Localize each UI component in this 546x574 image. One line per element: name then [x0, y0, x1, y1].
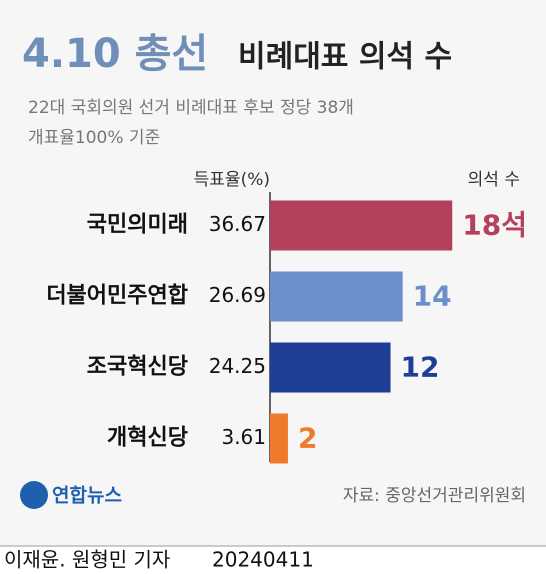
logo-text: 연합뉴스 — [52, 485, 122, 507]
value-label: 26.69 — [209, 283, 266, 307]
date: 20240411 — [212, 548, 314, 572]
subtitle: 개표율100% 기준 — [28, 128, 160, 148]
category-label: 더불어민주연합 — [46, 283, 188, 309]
value-label: 24.25 — [209, 354, 266, 378]
seat-label: 12 — [401, 351, 440, 384]
category-label: 국민의미래 — [87, 213, 188, 238]
seat-label: 18석 — [462, 209, 527, 242]
source: 자료: 중앙선거관리위원회 — [343, 486, 526, 506]
bar — [270, 200, 453, 251]
logo-icon — [20, 481, 48, 509]
column-header: 득표율(%) — [194, 170, 270, 190]
chart-title-rest: 비례대표 의석 수 — [238, 40, 452, 75]
byline: 이재윤. 원형민 기자 — [4, 548, 170, 572]
bar — [270, 271, 403, 322]
category-label: 조국혁신당 — [87, 354, 188, 380]
subtitle: 22대 국회의원 선거 비례대표 후보 정당 38개 — [28, 98, 354, 118]
chart-title: 4.10 총선 — [22, 31, 208, 77]
value-label: 36.67 — [209, 212, 266, 236]
column-header: 의석 수 — [468, 170, 520, 190]
value-label: 3.61 — [221, 425, 266, 449]
logo: 연합뉴스 — [20, 481, 122, 509]
category-label: 개혁신당 — [107, 425, 188, 451]
seat-label: 2 — [298, 422, 317, 455]
bar — [270, 413, 288, 464]
seat-label: 14 — [413, 280, 452, 313]
bar — [270, 342, 391, 393]
byline-background — [0, 546, 546, 574]
